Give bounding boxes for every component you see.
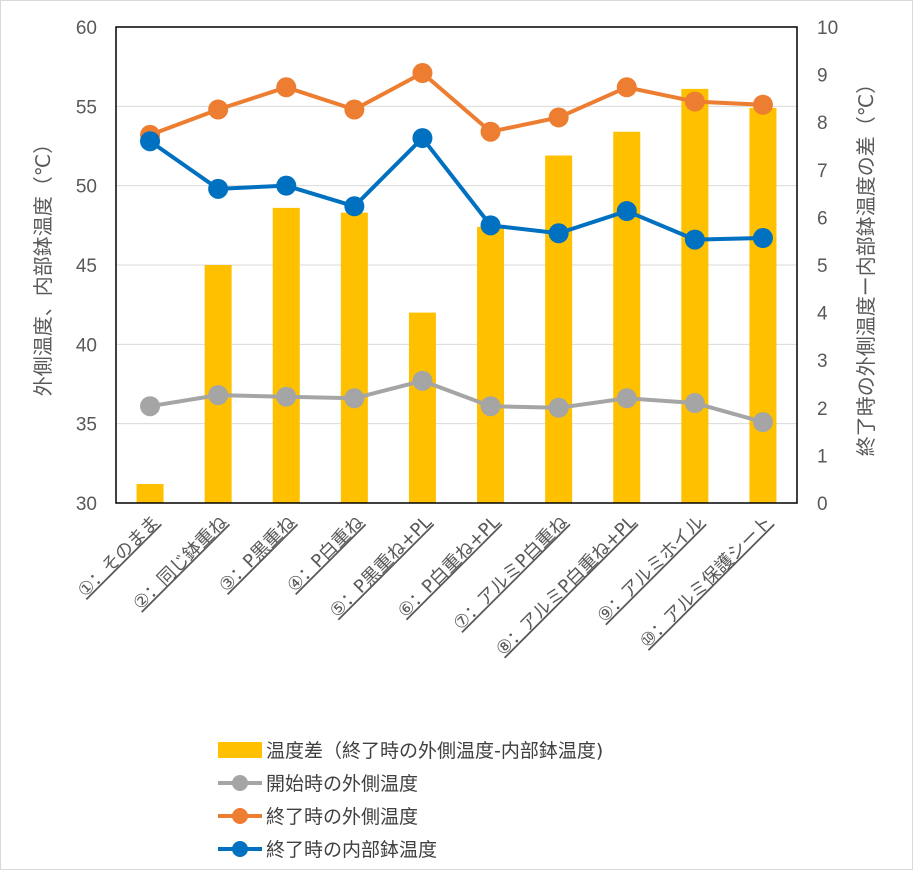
bar-temp-diff (545, 155, 573, 503)
right-axis-ticks: 0 1 2 3 4 5 6 7 8 9 10 (817, 18, 838, 515)
line-point-1 (480, 396, 501, 417)
right-tick-label: 10 (817, 18, 838, 39)
line-series (140, 63, 773, 433)
bar-temp-diff (749, 107, 777, 504)
line-point-1 (276, 386, 297, 407)
category-label: ⑦：アルミP白重ね (449, 512, 572, 635)
right-tick-label: 4 (817, 304, 828, 325)
legend-swatch (218, 742, 262, 758)
line-point-3 (616, 201, 637, 222)
bar-temp-diff (340, 212, 368, 503)
legend-marker (232, 808, 248, 824)
line-point-3 (548, 223, 569, 244)
line-point-2 (752, 94, 773, 115)
right-tick-label: 6 (817, 208, 828, 229)
right-tick-label: 5 (817, 256, 828, 277)
left-axis-ticks: 30 35 40 45 50 55 60 (76, 18, 97, 515)
right-tick-label: 8 (817, 113, 828, 134)
category-labels: ①：そのまま②：同じ鉢重ね③：P黒重ね④：P白重ね⑤：P黒重ね+PL⑥：P白重ね… (74, 512, 777, 660)
right-axis-title: 終了時の外側温度ー内部鉢温度の差（℃） (854, 74, 878, 456)
line-point-1 (344, 388, 365, 409)
line-point-1 (140, 396, 161, 417)
line-point-3 (276, 175, 297, 196)
line-point-3 (480, 215, 501, 236)
left-tick-label: 45 (76, 256, 97, 277)
bar-temp-diff (613, 131, 641, 503)
line-point-2 (344, 99, 365, 120)
plot-border (115, 26, 798, 504)
left-tick-label: 50 (76, 177, 97, 198)
left-tick-label: 35 (76, 415, 97, 436)
legend-label: 終了時の外側温度 (266, 806, 418, 828)
bar-temp-diff (136, 483, 164, 503)
legend-marker (232, 775, 248, 791)
bar-temp-diff (681, 88, 709, 503)
line-point-3 (412, 128, 433, 149)
left-tick-label: 60 (76, 18, 97, 39)
line-point-1 (412, 370, 433, 391)
right-tick-label: 1 (817, 446, 828, 467)
line-series-3 (148, 136, 763, 242)
right-tick-label: 9 (817, 66, 828, 87)
legend-label: 終了時の内部鉢温度 (266, 839, 437, 861)
right-tick-label: 0 (817, 494, 828, 515)
line-point-3 (208, 178, 229, 199)
bar-temp-diff (204, 265, 232, 503)
line-point-2 (480, 121, 501, 142)
bar-temp-diff (408, 312, 436, 503)
left-axis-title: 外側温度、内部鉢温度（℃） (31, 134, 55, 396)
line-series-1 (149, 378, 764, 425)
legend-item: 終了時の外側温度 (218, 806, 418, 828)
line-point-3 (752, 228, 773, 249)
bar-temp-diff (272, 207, 300, 503)
bar-series (136, 88, 777, 504)
line-point-1 (752, 412, 773, 433)
line-point-2 (548, 107, 569, 128)
line-point-1 (208, 385, 229, 406)
legend: 温度差（終了時の外側温度-内部鉢温度) 開始時の外側温度終了時の外側温度終了時の内… (218, 740, 603, 861)
line-point-3 (684, 229, 705, 250)
legend-label: 温度差（終了時の外側温度-内部鉢温度) (266, 740, 603, 762)
line-point-2 (208, 99, 229, 120)
line-point-1 (616, 388, 637, 409)
line-series-2 (149, 71, 764, 137)
right-tick-label: 3 (817, 351, 828, 372)
legend-item: 温度差（終了時の外側温度-内部鉢温度) (218, 740, 603, 762)
legend-item: 終了時の内部鉢温度 (218, 839, 437, 861)
line-point-2 (276, 77, 297, 98)
line-point-2 (616, 77, 637, 98)
line-point-1 (684, 393, 705, 414)
line-point-3 (344, 196, 365, 217)
legend-item: 開始時の外側温度 (218, 773, 418, 795)
line-point-2 (412, 63, 433, 84)
line-point-3 (140, 131, 161, 152)
left-tick-label: 40 (76, 335, 97, 356)
legend-label: 開始時の外側温度 (266, 773, 418, 795)
left-tick-label: 55 (76, 97, 97, 118)
line-point-1 (548, 397, 569, 418)
legend-marker (232, 841, 248, 857)
right-tick-label: 7 (817, 161, 828, 182)
left-tick-label: 30 (76, 494, 97, 515)
right-tick-label: 2 (817, 399, 828, 420)
category-label: ⑩：アルミ保護シート (636, 512, 777, 653)
bar-temp-diff (477, 226, 505, 504)
line-point-2 (684, 91, 705, 112)
